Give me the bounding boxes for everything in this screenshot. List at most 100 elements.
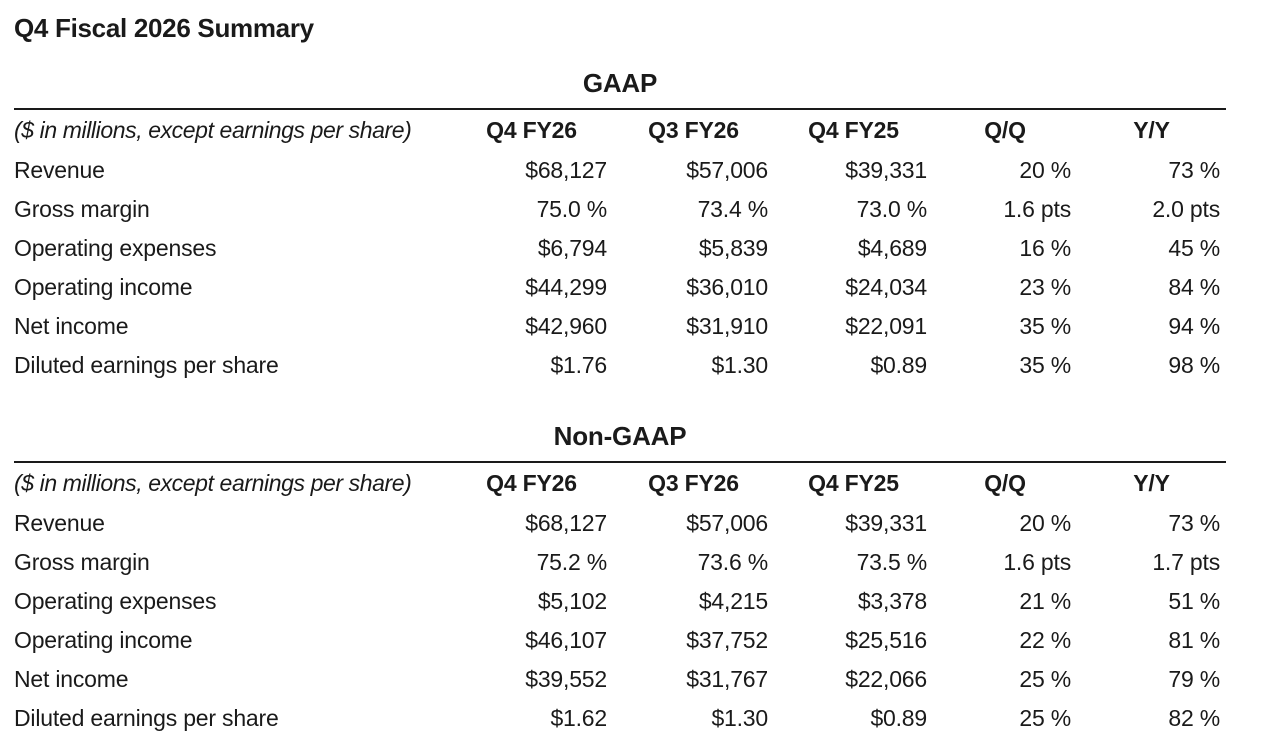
document-page: Q4 Fiscal 2026 Summary GAAP ($ in millio… (14, 13, 1226, 738)
non-gaap-table: ($ in millions, except earnings per shar… (14, 461, 1226, 738)
column-header-q4fy25: Q4 FY25 (808, 117, 899, 143)
cell-value: $1.62 (550, 705, 607, 731)
column-header-qq: Q/Q (984, 470, 1026, 496)
cell-value: $36,010 (686, 274, 768, 300)
gaap-section: GAAP ($ in millions, except earnings per… (14, 70, 1226, 385)
row-label: Revenue (14, 157, 105, 183)
cell-value: 73.0 % (856, 196, 928, 222)
table-row-operating-income: Operating income $44,299 $36,010 $24,034… (14, 268, 1226, 307)
table-row-net-income: Net income $39,552 $31,767 $22,066 25 % … (14, 660, 1226, 699)
cell-value: $22,066 (845, 666, 927, 692)
cell-value: 23 % (1019, 274, 1071, 300)
row-label: Gross margin (14, 549, 150, 575)
row-label: Operating income (14, 274, 193, 300)
cell-value: 51 % (1168, 588, 1220, 614)
cell-value: 79 % (1168, 666, 1220, 692)
cell-value: 25 % (1019, 666, 1071, 692)
cell-value: $5,102 (537, 588, 607, 614)
table-row-net-income: Net income $42,960 $31,910 $22,091 35 % … (14, 307, 1226, 346)
cell-value: 82 % (1168, 705, 1220, 731)
cell-value: 21 % (1019, 588, 1071, 614)
unit-label: ($ in millions, except earnings per shar… (14, 117, 412, 143)
row-label: Net income (14, 666, 129, 692)
cell-value: 84 % (1168, 274, 1220, 300)
cell-value: 73 % (1168, 157, 1220, 183)
cell-value: 1.7 pts (1152, 549, 1220, 575)
column-header-q4fy26: Q4 FY26 (486, 470, 577, 496)
cell-value: 22 % (1019, 627, 1071, 653)
cell-value: 73.4 % (697, 196, 769, 222)
non-gaap-section-heading: Non-GAAP (553, 421, 687, 451)
cell-value: $68,127 (525, 510, 607, 536)
cell-value: $5,839 (698, 235, 768, 261)
cell-value: 73.6 % (697, 549, 769, 575)
cell-value: 1.6 pts (1003, 549, 1071, 575)
gaap-header-row: ($ in millions, except earnings per shar… (14, 109, 1226, 151)
cell-value: 35 % (1019, 313, 1071, 339)
row-label: Operating expenses (14, 235, 217, 261)
row-label: Gross margin (14, 196, 150, 222)
cell-value: 20 % (1019, 157, 1071, 183)
column-header-q4fy26: Q4 FY26 (486, 117, 577, 143)
cell-value: 16 % (1019, 235, 1071, 261)
column-header-q3fy26: Q3 FY26 (648, 470, 739, 496)
column-header-qq: Q/Q (984, 117, 1026, 143)
gaap-section-heading: GAAP (582, 68, 658, 98)
cell-value: 73.5 % (856, 549, 928, 575)
cell-value: $1.30 (711, 705, 768, 731)
cell-value: 73 % (1168, 510, 1220, 536)
row-label: Diluted earnings per share (14, 352, 279, 378)
cell-value: 75.0 % (536, 196, 608, 222)
cell-value: 35 % (1019, 352, 1071, 378)
cell-value: 45 % (1168, 235, 1220, 261)
cell-value: $39,331 (845, 157, 927, 183)
cell-value: $25,516 (845, 627, 927, 653)
cell-value: $46,107 (525, 627, 607, 653)
non-gaap-header-row: ($ in millions, except earnings per shar… (14, 462, 1226, 504)
table-row-operating-expenses: Operating expenses $5,102 $4,215 $3,378 … (14, 582, 1226, 621)
cell-value: $39,552 (525, 666, 607, 692)
non-gaap-section: Non-GAAP ($ in millions, except earnings… (14, 423, 1226, 738)
cell-value: $31,767 (686, 666, 768, 692)
column-header-q3fy26: Q3 FY26 (648, 117, 739, 143)
column-header-yy: Y/Y (1133, 117, 1170, 143)
column-header-q4fy25: Q4 FY25 (808, 470, 899, 496)
cell-value: $39,331 (845, 510, 927, 536)
cell-value: $6,794 (537, 235, 607, 261)
cell-value: $4,689 (857, 235, 927, 261)
cell-value: 98 % (1168, 352, 1220, 378)
cell-value: 2.0 pts (1152, 196, 1220, 222)
table-row-revenue: Revenue $68,127 $57,006 $39,331 20 % 73 … (14, 151, 1226, 190)
cell-value: $68,127 (525, 157, 607, 183)
cell-value: $44,299 (525, 274, 607, 300)
unit-label: ($ in millions, except earnings per shar… (14, 470, 412, 496)
cell-value: $3,378 (857, 588, 927, 614)
table-row-operating-income: Operating income $46,107 $37,752 $25,516… (14, 621, 1226, 660)
table-row-diluted-eps: Diluted earnings per share $1.76 $1.30 $… (14, 346, 1226, 385)
table-row-diluted-eps: Diluted earnings per share $1.62 $1.30 $… (14, 699, 1226, 738)
cell-value: $57,006 (686, 157, 768, 183)
cell-value: $37,752 (686, 627, 768, 653)
column-header-yy: Y/Y (1133, 470, 1170, 496)
gaap-table: ($ in millions, except earnings per shar… (14, 108, 1226, 385)
cell-value: $1.76 (550, 352, 607, 378)
row-label: Revenue (14, 510, 105, 536)
cell-value: $1.30 (711, 352, 768, 378)
table-row-gross-margin: Gross margin 75.0 % 73.4 % 73.0 % 1.6 pt… (14, 190, 1226, 229)
cell-value: $0.89 (870, 705, 927, 731)
table-row-operating-expenses: Operating expenses $6,794 $5,839 $4,689 … (14, 229, 1226, 268)
cell-value: $57,006 (686, 510, 768, 536)
cell-value: $22,091 (845, 313, 927, 339)
cell-value: $31,910 (686, 313, 768, 339)
cell-value: 75.2 % (536, 549, 608, 575)
row-label: Diluted earnings per share (14, 705, 279, 731)
table-row-revenue: Revenue $68,127 $57,006 $39,331 20 % 73 … (14, 504, 1226, 543)
page-title: Q4 Fiscal 2026 Summary (14, 13, 314, 43)
cell-value: $0.89 (870, 352, 927, 378)
row-label: Net income (14, 313, 129, 339)
cell-value: $4,215 (698, 588, 768, 614)
table-row-gross-margin: Gross margin 75.2 % 73.6 % 73.5 % 1.6 pt… (14, 543, 1226, 582)
cell-value: 94 % (1168, 313, 1220, 339)
cell-value: 1.6 pts (1003, 196, 1071, 222)
cell-value: 81 % (1168, 627, 1220, 653)
